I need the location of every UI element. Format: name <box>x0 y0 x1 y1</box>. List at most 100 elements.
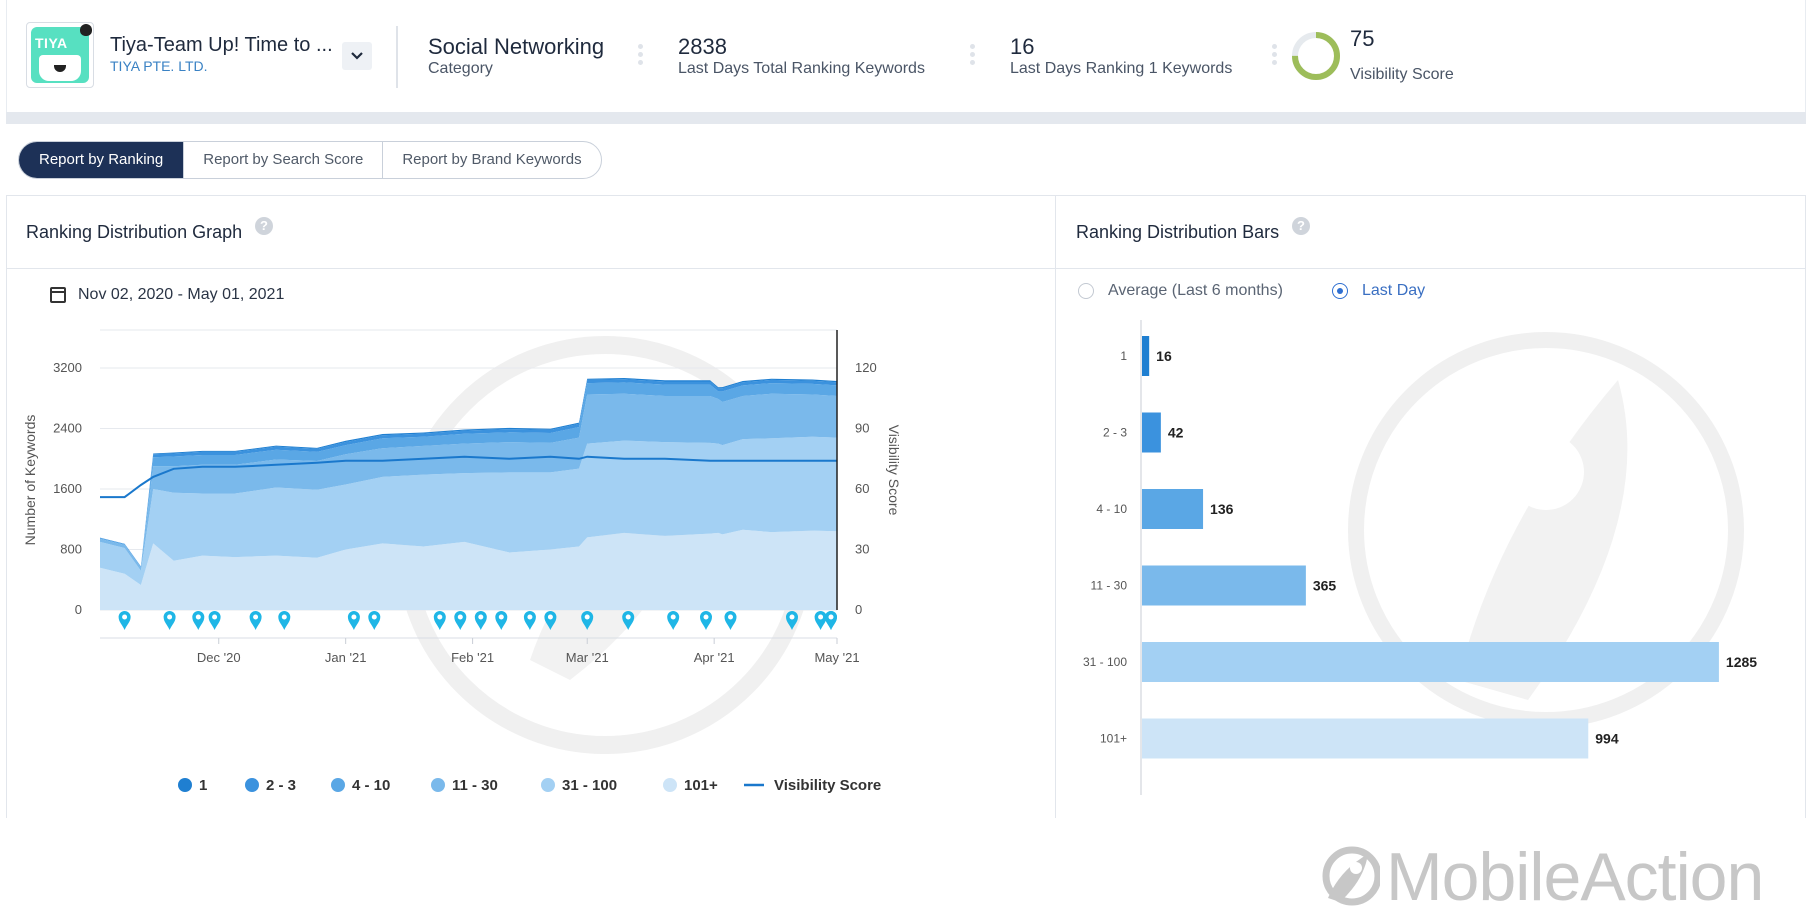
mobileaction-logo: MobileAction <box>1318 838 1764 908</box>
panel-header-border <box>6 268 1806 269</box>
legend-marker <box>541 778 555 792</box>
y-tick-label: 2400 <box>53 421 82 436</box>
event-pin-icon[interactable] <box>163 611 176 630</box>
total-keywords-label: Last Days Total Ranking Keywords <box>678 60 925 77</box>
ranking-bars-title: Ranking Distribution Bars <box>1076 222 1280 242</box>
stat-separator <box>970 44 976 72</box>
bar-2[interactable] <box>1142 412 1161 453</box>
y2-tick-label: 60 <box>855 481 869 496</box>
ranking-graph-help-icon[interactable]: ? <box>255 217 273 235</box>
app-icon[interactable]: TIYA <box>26 22 94 88</box>
header-separator <box>396 26 398 88</box>
header-divider <box>6 112 1806 124</box>
bar-value-label: 994 <box>1595 731 1619 747</box>
mobileaction-wordmark: MobileAction <box>1386 839 1764 908</box>
y-tick-label: 800 <box>60 542 82 557</box>
bar-value-label: 365 <box>1313 578 1337 594</box>
legend-item[interactable]: 101+ <box>663 777 718 794</box>
event-pin-icon[interactable] <box>724 611 737 630</box>
x-tick-label: Mar '21 <box>566 650 609 665</box>
chevron-down-icon <box>351 52 363 60</box>
stat-separator <box>638 44 644 72</box>
event-pin-icon[interactable] <box>786 611 798 630</box>
radio-last-day-label: Last Day <box>1362 282 1426 299</box>
bar-value-label: 136 <box>1210 501 1234 517</box>
event-pin-icon[interactable] <box>208 611 221 630</box>
legend-label: 2 - 3 <box>266 777 296 794</box>
legend-marker <box>663 778 677 792</box>
visibility-gauge-arc <box>1292 32 1340 80</box>
rank1-keywords-label: Last Days Ranking 1 Keywords <box>1010 60 1233 77</box>
legend-item[interactable]: 11 - 30 <box>431 777 498 794</box>
panel-divider <box>1055 196 1056 818</box>
app-selector-dropdown-button[interactable] <box>342 42 372 70</box>
bar-3[interactable] <box>1142 489 1204 529</box>
panel-right-border <box>1805 196 1806 818</box>
event-pin-icon[interactable] <box>581 611 594 630</box>
area-series-101+ <box>100 529 837 610</box>
app-developer-link[interactable]: TIYA PTE. LTD. <box>110 58 208 74</box>
event-pin-icon[interactable] <box>667 611 680 630</box>
bar-value-label: 16 <box>1156 348 1172 364</box>
bar-value-label: 1285 <box>1726 654 1757 670</box>
x-tick-label: Dec '20 <box>197 650 241 665</box>
panel-left-border <box>6 196 7 818</box>
event-pin-icon[interactable] <box>700 611 712 630</box>
bar-4[interactable] <box>1142 565 1306 606</box>
x-tick-label: Feb '21 <box>451 650 494 665</box>
radio-average[interactable]: Average (Last 6 months) <box>1078 282 1283 300</box>
event-pin-icon[interactable] <box>118 611 131 630</box>
radio-last-day-circle[interactable] <box>1332 283 1348 299</box>
app-icon-logo-text: TIYA <box>35 35 68 51</box>
bar-5[interactable] <box>1142 642 1719 682</box>
event-pin-icon[interactable] <box>544 611 557 630</box>
panel-top-border <box>6 195 1806 196</box>
event-pin-icon[interactable] <box>249 611 262 630</box>
y-tick-label: 0 <box>75 602 82 617</box>
event-pin-icon[interactable] <box>523 611 536 630</box>
tab-report-by-brand-keywords[interactable]: Report by Brand Keywords <box>382 142 600 178</box>
legend-item[interactable]: 4 - 10 <box>331 777 390 794</box>
y-tick-label: 3200 <box>53 360 82 375</box>
date-range-picker[interactable]: Nov 02, 2020 - May 01, 2021 <box>50 286 284 304</box>
bar-category-label: 2 - 3 <box>1103 426 1127 440</box>
visibility-gauge <box>1292 32 1340 80</box>
app-icon-face <box>39 55 81 81</box>
radio-average-circle[interactable] <box>1078 283 1094 299</box>
y2-tick-label: 120 <box>855 360 877 375</box>
event-pin-icon[interactable] <box>454 611 467 630</box>
y-axis-label: Number of Keywords <box>22 415 38 546</box>
bar-6[interactable] <box>1142 718 1589 759</box>
event-pin-icon[interactable] <box>347 611 360 630</box>
tab-report-by-search-score[interactable]: Report by Search Score <box>183 142 382 178</box>
legend-item[interactable]: Visibility Score <box>744 777 881 794</box>
event-pin-icon[interactable] <box>622 611 635 630</box>
legend-label: 4 - 10 <box>352 777 390 794</box>
ranking-bars-help-icon[interactable]: ? <box>1292 217 1310 235</box>
tab-report-by-ranking[interactable]: Report by Ranking <box>19 142 184 178</box>
report-tabs: Report by Ranking Report by Search Score… <box>18 141 602 179</box>
area-series-11-30 <box>100 393 837 571</box>
legend-item[interactable]: 1 <box>178 777 207 794</box>
event-pin-icon[interactable] <box>474 611 487 630</box>
event-pin-icon[interactable] <box>278 611 291 630</box>
legend-item[interactable]: 2 - 3 <box>245 777 296 794</box>
rank1-keywords-value: 16 <box>1010 34 1035 59</box>
event-pin-icon[interactable] <box>368 611 381 630</box>
x-tick-label: Apr '21 <box>694 650 735 665</box>
bar-1[interactable] <box>1142 336 1150 376</box>
legend-item[interactable]: 31 - 100 <box>541 777 617 794</box>
event-pin-icon[interactable] <box>814 611 827 630</box>
legend-marker <box>331 778 345 792</box>
radio-average-label: Average (Last 6 months) <box>1108 282 1283 299</box>
event-pin-icon[interactable] <box>495 611 508 630</box>
visibility-score-label: Visibility Score <box>1350 66 1454 83</box>
event-pin-icon[interactable] <box>825 611 837 630</box>
legend-marker <box>245 778 259 792</box>
x-tick-label: May '21 <box>814 650 859 665</box>
app-header <box>6 0 1806 112</box>
event-pin-icon[interactable] <box>192 611 205 630</box>
event-pin-icon[interactable] <box>433 611 446 630</box>
radio-last-day[interactable]: Last Day <box>1332 282 1425 300</box>
legend-label: 1 <box>199 777 207 794</box>
